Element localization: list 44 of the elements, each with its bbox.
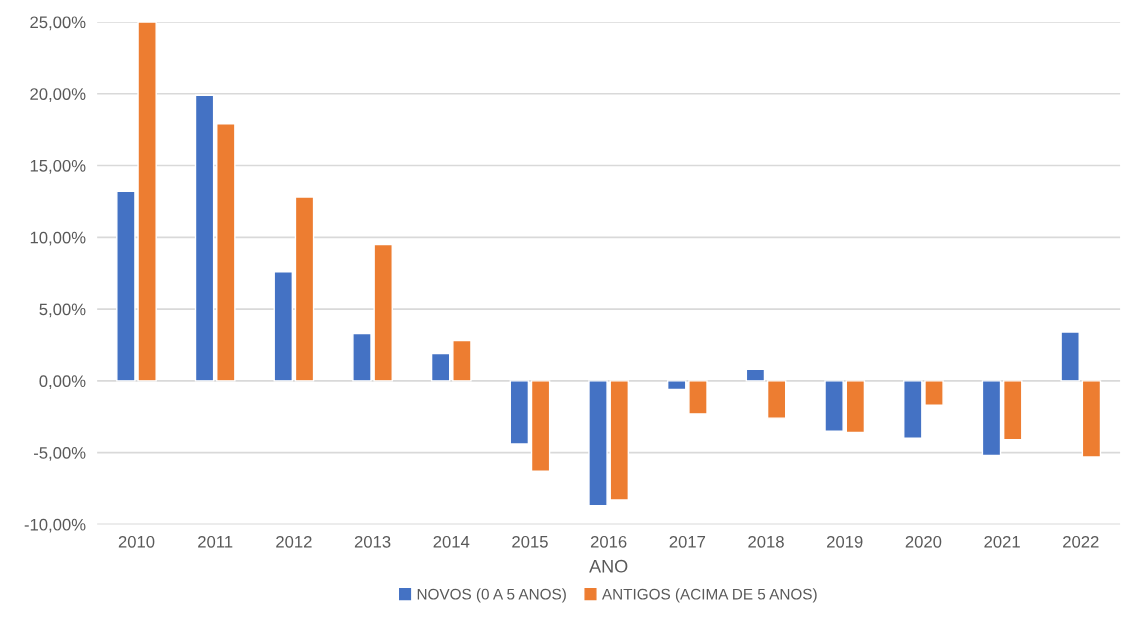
bar <box>452 339 472 382</box>
bar <box>1060 331 1080 382</box>
y-tick-label: 10,00% <box>30 231 86 246</box>
y-tick-label: 5,00% <box>39 303 86 318</box>
x-tick-label: 2018 <box>748 535 784 548</box>
bar <box>1081 380 1102 458</box>
y-tick-label: 15,00% <box>30 159 86 174</box>
legend-label: NOVOS (0 A 5 ANOS) <box>417 588 566 603</box>
bar <box>530 380 551 472</box>
bar <box>588 380 608 507</box>
y-tick-label: -5,00% <box>33 447 86 461</box>
bar <box>1002 380 1023 441</box>
y-tick-label: 25,00% <box>30 16 86 31</box>
bar <box>430 352 451 382</box>
x-tick-label: 2010 <box>118 535 155 548</box>
bar <box>273 271 294 382</box>
x-tick-label: 2019 <box>827 535 863 548</box>
x-tick-label: 2017 <box>669 535 706 548</box>
bar <box>824 380 844 432</box>
x-tick-label: 2015 <box>512 535 548 548</box>
x-tick-label: 2016 <box>590 535 627 548</box>
legend-label: ANTIGOS (ACIMA DE 5 ANOS) <box>601 588 817 603</box>
x-tick-label: 2014 <box>433 535 470 548</box>
bar <box>609 380 630 501</box>
bar <box>766 380 787 419</box>
x-tick-label: 2022 <box>1063 535 1099 548</box>
x-tick-label: 2021 <box>984 535 1020 548</box>
bar <box>745 368 766 382</box>
bar <box>666 380 687 391</box>
bar <box>294 196 315 382</box>
bar <box>216 123 236 382</box>
bar <box>509 380 530 445</box>
x-tick-label: 2013 <box>354 535 391 548</box>
bar <box>194 94 215 382</box>
y-tick-label: 0,00% <box>39 375 86 390</box>
x-tick-label: 2011 <box>198 535 233 548</box>
x-tick-label: 2020 <box>905 535 942 548</box>
bar <box>845 380 866 434</box>
y-tick-label: -10,00% <box>24 518 86 533</box>
bar <box>981 380 1002 457</box>
bar <box>688 380 708 415</box>
x-axis-title: ANO <box>589 559 628 573</box>
x-tick-label: 2012 <box>276 535 312 548</box>
y-tick-label: 20,00% <box>30 88 86 102</box>
